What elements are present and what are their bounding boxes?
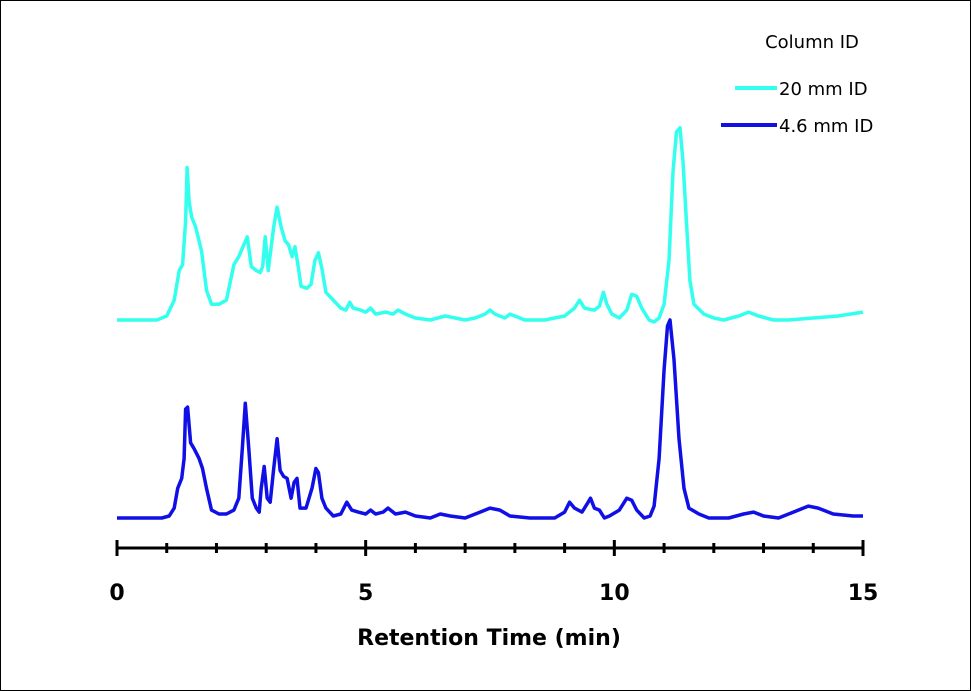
x-tick-label: 5 (358, 581, 373, 606)
x-axis-title: Retention Time (min) (357, 626, 621, 651)
legend-label-4-6mm: 4.6 mm ID (779, 116, 873, 137)
series-line-0 (117, 126, 864, 324)
legend: Column ID 20 mm ID 4.6 mm ID (721, 32, 873, 137)
series-layer (117, 126, 864, 520)
x-axis-ticks: 0 5 10 15 (109, 540, 878, 606)
x-tick-label: 15 (848, 581, 879, 606)
legend-title: Column ID (765, 32, 859, 53)
x-tick-label: 10 (599, 581, 630, 606)
series-line-1 (117, 318, 863, 520)
legend-label-20mm: 20 mm ID (779, 79, 868, 100)
x-tick-label: 0 (109, 581, 124, 606)
